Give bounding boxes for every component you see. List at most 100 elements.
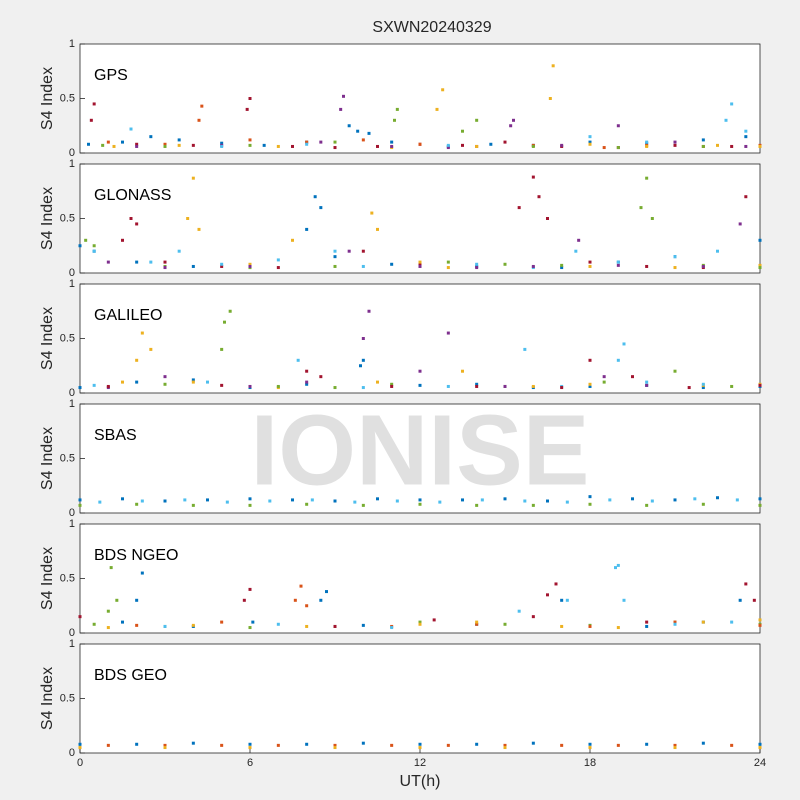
x-tick-label: 18 <box>584 757 596 769</box>
y-axis-label: S4 Index <box>39 547 56 610</box>
data-point <box>446 266 450 270</box>
plot-area <box>79 643 761 754</box>
data-point <box>744 135 748 139</box>
data-point <box>305 382 309 386</box>
data-point <box>758 503 762 507</box>
data-point <box>758 618 762 622</box>
data-point <box>339 107 343 111</box>
data-point <box>299 584 303 588</box>
data-point <box>537 195 541 199</box>
data-point <box>418 742 422 746</box>
data-point <box>163 144 167 148</box>
data-point <box>588 264 592 268</box>
data-point <box>758 383 762 387</box>
data-point <box>361 249 365 253</box>
data-point <box>106 743 110 747</box>
data-point <box>163 746 167 750</box>
data-point <box>614 566 617 570</box>
data-point <box>106 384 110 388</box>
data-point <box>616 743 620 747</box>
data-point <box>78 503 82 507</box>
data-point <box>89 118 93 122</box>
data-point <box>701 138 705 142</box>
data-point <box>622 342 626 346</box>
data-point <box>276 266 280 270</box>
data-point <box>319 140 323 144</box>
data-point <box>268 499 272 503</box>
data-point <box>752 598 756 602</box>
data-point <box>191 503 195 507</box>
data-point <box>191 623 195 627</box>
data-point <box>446 143 450 147</box>
watermark: IONISE <box>251 394 590 506</box>
data-point <box>305 369 309 373</box>
data-point <box>531 264 535 268</box>
x-tick-label: 24 <box>754 757 766 769</box>
data-point <box>512 118 515 122</box>
data-point <box>531 175 535 179</box>
data-point <box>361 264 365 268</box>
y-tick-label: 0.5 <box>60 452 75 464</box>
data-point <box>701 386 705 390</box>
data-point <box>602 380 606 384</box>
data-point <box>361 741 365 745</box>
data-point <box>92 383 96 387</box>
data-point <box>220 620 224 624</box>
data-point <box>220 144 224 148</box>
data-point <box>475 118 479 122</box>
data-point <box>744 129 748 133</box>
data-point <box>333 743 337 747</box>
data-point <box>177 143 181 147</box>
data-point <box>220 743 224 747</box>
data-point <box>523 347 527 351</box>
data-point <box>650 499 654 503</box>
data-point <box>716 143 719 147</box>
data-point <box>418 622 422 626</box>
data-point <box>418 264 422 268</box>
data-point <box>129 127 133 131</box>
x-tick-label: 12 <box>414 757 426 769</box>
data-point <box>744 582 748 586</box>
data-point <box>163 260 167 264</box>
data-point <box>361 138 365 142</box>
data-point <box>228 309 232 313</box>
y-tick-label: 1 <box>69 38 75 50</box>
data-point <box>588 140 592 144</box>
panel-label: BDS NGEO <box>94 547 178 564</box>
data-point <box>735 498 739 502</box>
data-point <box>197 227 201 231</box>
data-point <box>353 500 357 504</box>
panel-label: GALILEO <box>94 307 162 324</box>
data-point <box>432 618 436 622</box>
data-point <box>106 609 110 613</box>
x-axis-label: UT(h) <box>400 773 441 790</box>
data-point <box>319 598 323 602</box>
data-point <box>475 144 479 148</box>
data-point <box>251 620 255 624</box>
data-point <box>245 107 249 111</box>
data-point <box>296 358 300 362</box>
data-point <box>738 222 742 226</box>
data-point <box>347 124 351 128</box>
data-point <box>523 499 527 503</box>
panel-label: GPS <box>94 67 128 84</box>
data-point <box>673 140 677 144</box>
data-point <box>475 384 479 388</box>
data-point <box>446 146 450 150</box>
panel-label: SBAS <box>94 427 137 444</box>
plot-area <box>79 283 761 394</box>
data-point <box>163 624 167 628</box>
data-point <box>551 64 555 68</box>
data-point <box>376 380 379 384</box>
data-point <box>135 598 139 602</box>
data-point <box>608 498 612 502</box>
data-point <box>376 227 379 231</box>
data-point <box>531 741 535 745</box>
data-point <box>356 129 360 133</box>
data-point <box>645 140 649 144</box>
data-point <box>333 249 337 253</box>
data-point <box>390 144 394 148</box>
data-point <box>98 500 102 504</box>
data-point <box>446 743 450 747</box>
data-point <box>560 263 564 267</box>
